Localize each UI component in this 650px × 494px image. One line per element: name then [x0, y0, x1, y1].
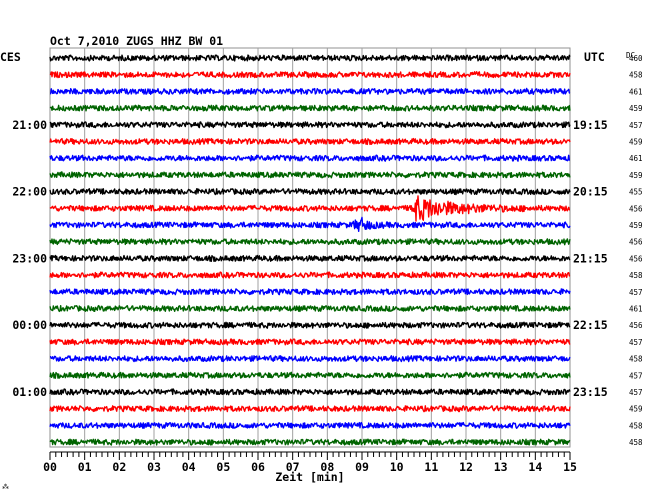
- dc-value: 456: [629, 204, 643, 213]
- x-axis: 00 01 02 03 04 05 06 07 08 09 10 11 12 13 14 15: [43, 451, 577, 474]
- dc-value: 458: [629, 271, 643, 280]
- dc-value: 457: [629, 288, 643, 297]
- time-grid: [49, 47, 571, 448]
- dc-value: 458: [629, 71, 643, 80]
- corner-mark: ⁂: [2, 483, 9, 491]
- dc-values: 460 458 461 459 457 459 461 459 455 456 459 456 456 4…: [629, 54, 643, 447]
- x-tick-label: 07: [286, 460, 300, 474]
- dc-value: 457: [629, 388, 643, 397]
- dc-value: 456: [629, 321, 643, 330]
- seismic-trace: [49, 195, 571, 222]
- x-tick-label: 04: [182, 460, 196, 474]
- dc-value: 456: [629, 238, 643, 247]
- seismic-trace: [49, 355, 571, 363]
- x-tick-label: 12: [459, 460, 473, 474]
- x-tick-label: 03: [147, 460, 161, 474]
- x-tick-label: 08: [320, 460, 334, 474]
- dc-value: 458: [629, 421, 643, 430]
- seismic-trace: [49, 121, 571, 129]
- dc-value: 459: [629, 171, 643, 180]
- x-tick-label: 05: [216, 460, 230, 474]
- left-time-label: 01:00: [12, 385, 47, 399]
- left-time-labels: 21:00 22:00 23:00 00:00 01:00: [12, 118, 47, 399]
- seismic-trace: [49, 304, 571, 313]
- seismic-trace: [49, 254, 571, 263]
- seismic-trace: [49, 54, 571, 62]
- x-tick-label: 01: [78, 460, 92, 474]
- dc-value: 455: [629, 188, 643, 197]
- dc-value: 458: [629, 438, 643, 447]
- left-time-label: 00:00: [12, 318, 47, 332]
- seismic-trace: [49, 171, 571, 179]
- seismic-trace: [49, 87, 571, 96]
- left-time-label: 21:00: [12, 118, 47, 132]
- seismic-trace: [49, 338, 571, 346]
- x-tick-label: 02: [112, 460, 126, 474]
- seismic-trace: [49, 271, 571, 279]
- dc-value: 461: [629, 154, 643, 163]
- dc-value: 459: [629, 221, 643, 230]
- right-time-label: 21:15: [573, 251, 608, 265]
- seismic-trace: [49, 421, 571, 430]
- dc-value: 459: [629, 104, 643, 113]
- seismic-trace: [49, 438, 571, 446]
- seismic-trace: [49, 154, 571, 162]
- dc-value: 456: [629, 254, 643, 263]
- dc-value: 460: [629, 54, 643, 63]
- seismic-trace: [49, 321, 571, 329]
- seismic-trace: [49, 104, 571, 112]
- left-time-label: 23:00: [12, 251, 47, 265]
- seismic-trace: [49, 137, 571, 146]
- seismic-trace: [49, 188, 571, 196]
- x-tick-label: 06: [251, 460, 265, 474]
- dc-value: 459: [629, 405, 643, 414]
- dc-value: 457: [629, 338, 643, 347]
- dc-label: DC: [626, 51, 635, 60]
- chart-title: Oct 7,2010 ZUGS HHZ BW 01: [50, 34, 223, 48]
- x-tick-label: 11: [424, 460, 438, 474]
- x-tick-label: 13: [494, 460, 508, 474]
- x-tick-label: 15: [563, 460, 577, 474]
- dc-value: 458: [629, 355, 643, 364]
- dc-value: 457: [629, 121, 643, 130]
- dc-value: 461: [629, 87, 643, 96]
- plot-frame: [49, 47, 571, 448]
- x-tick-label: 09: [355, 460, 369, 474]
- dc-value: 457: [629, 371, 643, 380]
- x-tick-label: 10: [390, 460, 404, 474]
- x-tick-label: 00: [43, 460, 57, 474]
- right-time-label: 22:15: [573, 318, 608, 332]
- seismic-trace: [49, 216, 571, 233]
- right-time-label: 23:15: [573, 385, 608, 399]
- seismic-traces: [49, 54, 571, 446]
- x-tick-label: 14: [528, 460, 542, 474]
- seismic-trace: [49, 371, 571, 379]
- left-time-label: 22:00: [12, 185, 47, 199]
- dc-value: 459: [629, 138, 643, 147]
- left-zone-label: CES: [0, 50, 21, 64]
- dc-value: 461: [629, 305, 643, 314]
- seismic-trace: [49, 238, 571, 246]
- right-time-labels: 19:15 20:15 21:15 22:15 23:15: [573, 118, 608, 399]
- right-time-label: 19:15: [573, 118, 608, 132]
- seismic-trace: [49, 71, 571, 79]
- x-axis-title: Zeit [min]: [275, 470, 344, 484]
- right-zone-label: UTC: [584, 50, 605, 64]
- seismic-trace: [49, 388, 571, 396]
- seismic-trace: [49, 405, 571, 413]
- seismic-trace: [49, 288, 571, 296]
- right-time-label: 20:15: [573, 185, 608, 199]
